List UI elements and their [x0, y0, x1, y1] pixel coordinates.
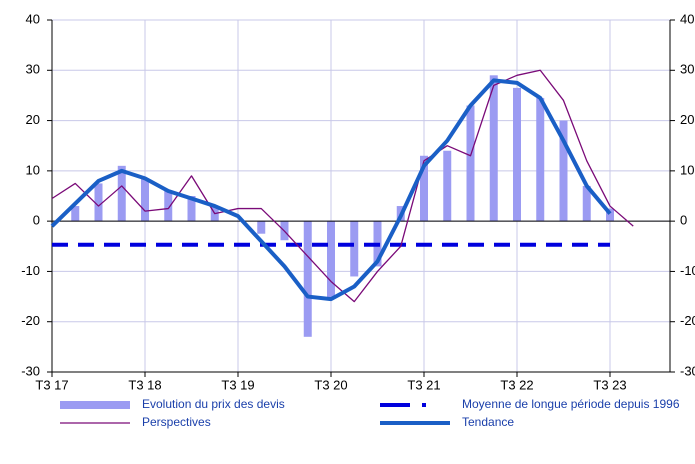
y2-tick-label: 40 [680, 11, 694, 26]
legend-label: Moyenne de longue période depuis 1996 [462, 397, 680, 411]
y2-tick-label: -30 [680, 363, 695, 378]
x-tick-label: T3 21 [407, 377, 440, 392]
bar [327, 221, 335, 300]
line-series [50, 78, 612, 302]
bar [303, 221, 312, 337]
x-tick-label: T3 20 [314, 377, 347, 392]
bar [420, 155, 428, 222]
y-tick-label: 40 [26, 11, 40, 26]
x-tick-label: T3 17 [35, 377, 68, 392]
y-tick-label: 30 [26, 62, 40, 77]
y-tick-label: 0 [33, 213, 40, 228]
y2-tick-label: -10 [680, 263, 695, 278]
y-tick-label: 10 [26, 162, 40, 177]
x-tick-label: T3 22 [500, 377, 533, 392]
x-tick-label: T3 23 [593, 377, 626, 392]
bar [71, 206, 80, 222]
y2-tick-label: 0 [680, 213, 687, 228]
y-tick-label: -20 [21, 313, 40, 328]
legend: Evolution du prix des devis Moyenne de lo… [60, 397, 680, 429]
bar [536, 97, 545, 222]
bar [350, 221, 359, 277]
bar [94, 183, 103, 222]
legend-label: Perspectives [142, 415, 211, 429]
bar [164, 190, 173, 222]
legend-label: Tendance [462, 415, 514, 429]
y-tick-label: 20 [26, 112, 40, 127]
x-tick-label: T3 18 [128, 377, 161, 392]
legend-label: Evolution du prix des devis [142, 397, 285, 411]
bar [117, 165, 126, 222]
x-tick-label: T3 19 [221, 377, 254, 392]
y-tick-label: -30 [21, 363, 40, 378]
bar [513, 87, 521, 222]
bar [187, 196, 196, 222]
y2-tick-label: -20 [680, 313, 695, 328]
y2-tick-label: 10 [680, 162, 694, 177]
bar [257, 221, 266, 234]
bar [141, 178, 149, 222]
bar [489, 75, 498, 222]
y2-tick-label: 20 [680, 112, 694, 127]
y-tick-label: -10 [21, 263, 40, 278]
y2-tick-label: 30 [680, 62, 694, 77]
bar [466, 105, 475, 222]
bar [582, 185, 591, 222]
legend-swatch [60, 401, 130, 409]
bar [606, 208, 614, 222]
bar [559, 120, 568, 222]
bar [443, 150, 452, 222]
